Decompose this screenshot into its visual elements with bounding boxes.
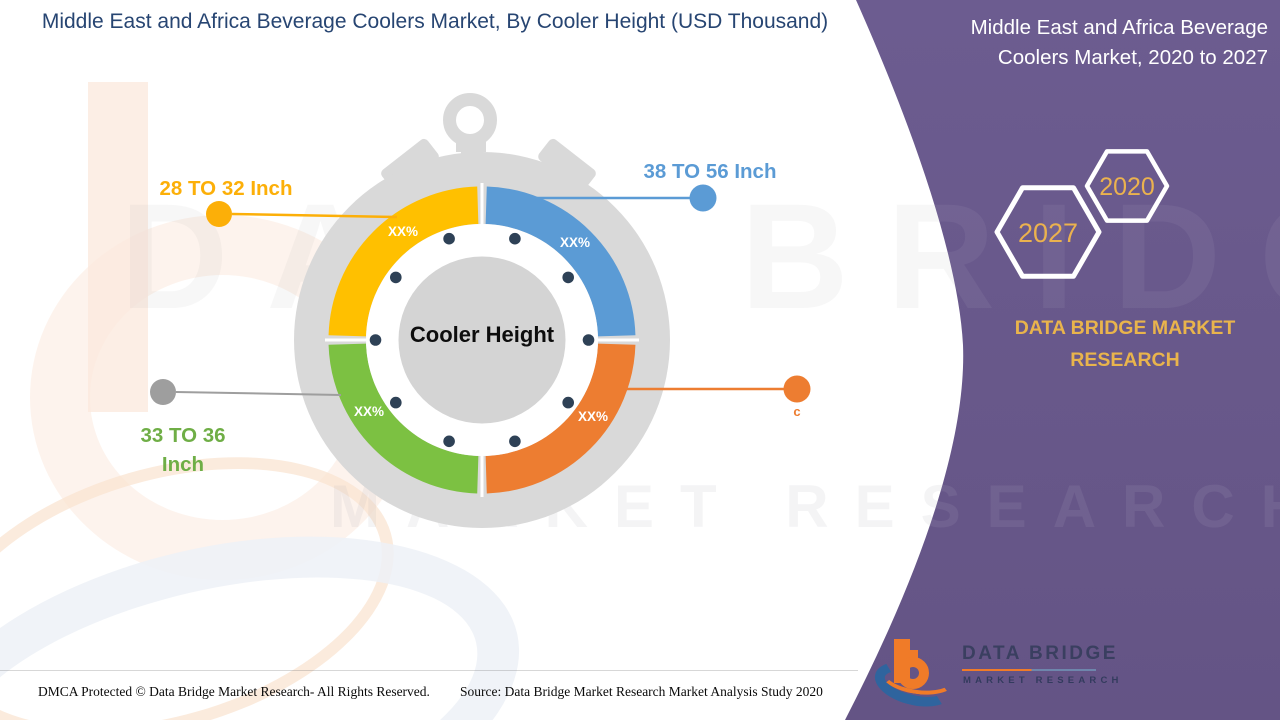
segment-value-orange: XX% [577, 409, 608, 424]
tick-dot [509, 435, 521, 448]
segment-label-28-32: 28 TO 32 Inch [159, 177, 293, 200]
brand-name: DATA BRIDGE MARKET RESEARCH [1014, 317, 1236, 371]
callouts [150, 184, 811, 405]
tick-dot [443, 435, 455, 448]
year-2020-label: 2020 [1099, 173, 1155, 201]
hexagon-2020 [1084, 149, 1170, 223]
logo-b-icon [897, 657, 929, 689]
year-2027-label: 2027 [1018, 218, 1078, 248]
callout-line-yellow [231, 212, 398, 219]
side-panel-title: Middle East and Africa Beverage Coolers … [970, 16, 1268, 69]
year-hexagons: 2020 2027 [994, 149, 1170, 279]
company-logo: DATA BRIDGE MARKET RESEARCH [870, 630, 1124, 715]
page-title: Middle East and Africa Beverage Coolers … [41, 10, 829, 33]
donut-segment-2 [328, 343, 479, 494]
stopwatch-right-button [538, 138, 596, 192]
tick-dot [443, 232, 455, 245]
tick-dots [369, 232, 595, 448]
center-disc [398, 256, 566, 424]
tick-dot [582, 334, 595, 346]
tick-dot [369, 334, 382, 346]
segment-separators [325, 183, 639, 497]
donut-segment-0 [485, 186, 636, 337]
tick-dot [509, 232, 521, 245]
segment-value-blue: XX% [559, 235, 590, 250]
segment-value-yellow: XX% [387, 224, 418, 239]
donut-center-label: Cooler Height [409, 322, 555, 347]
callout-dot-orange [783, 375, 811, 403]
callout-dot-gray [150, 379, 176, 405]
hexagon-2027 [994, 185, 1102, 279]
segment-label-33-36: 33 TO 36 Inch [140, 424, 226, 476]
logo-underline [962, 669, 1096, 671]
footer-source-text: Source: Data Bridge Market Research Mark… [460, 684, 823, 699]
donut-segment-3 [328, 186, 479, 337]
tick-dot [562, 271, 574, 284]
stopwatch-crown-ring [443, 93, 497, 147]
segment-label-38-56: 38 TO 56 Inch [643, 160, 777, 183]
donut-segment-1 [485, 343, 636, 494]
footer-dmca-text: DMCA Protected © Data Bridge Market Rese… [38, 684, 430, 699]
callout-dot-yellow [206, 201, 232, 227]
logo-name-text: DATA BRIDGE [962, 643, 1118, 664]
tick-dot [562, 396, 574, 409]
logo-b-icon [904, 650, 918, 660]
callout-dot-blue [689, 184, 717, 212]
logo-subtitle-text: MARKET RESEARCH [963, 675, 1123, 686]
tick-dot [390, 396, 402, 409]
footer-divider [0, 670, 858, 671]
donut-segments [328, 186, 636, 494]
tick-dot [390, 271, 402, 284]
callout-line-gray [175, 391, 342, 396]
segment-label-c: c [793, 404, 801, 419]
segment-value-green: XX% [353, 404, 384, 419]
